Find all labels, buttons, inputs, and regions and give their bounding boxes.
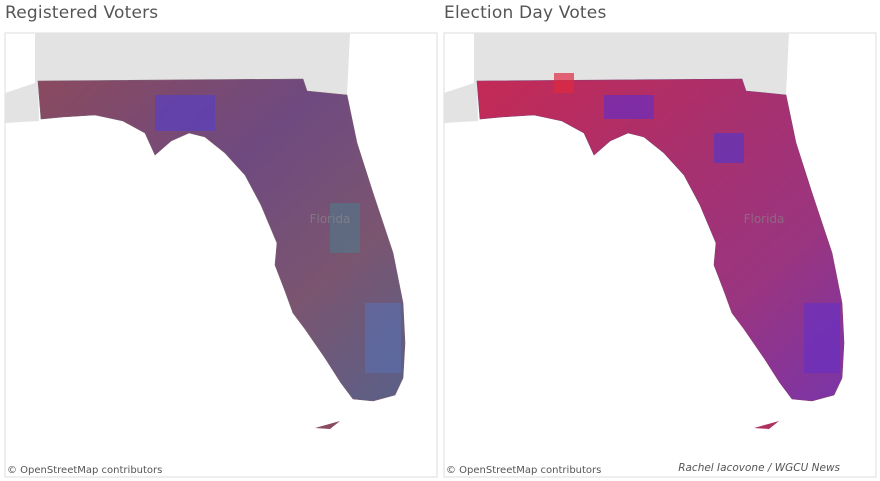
county-shading <box>330 203 360 253</box>
map-panel: Florida © OpenStreetMap contributors Rac… <box>443 32 877 478</box>
attribution: © OpenStreetMap contributors <box>446 465 601 476</box>
map-label: Florida <box>310 212 351 226</box>
attribution: © OpenStreetMap contributors <box>7 465 162 476</box>
credit: Rachel Iacovone / WGCU News <box>678 462 840 474</box>
map-panel: Florida © OpenStreetMap contributors <box>4 32 438 478</box>
county-shading <box>155 95 215 131</box>
county-shading <box>554 73 574 93</box>
panel-title: Registered Voters <box>5 3 159 23</box>
county-shading <box>365 303 401 373</box>
county-shading <box>604 95 654 119</box>
county-shading <box>714 133 744 163</box>
keys <box>315 421 340 429</box>
county-shading <box>804 303 840 373</box>
keys <box>754 421 779 429</box>
panel-title: Election Day Votes <box>444 3 607 23</box>
map-label: Florida <box>744 212 785 226</box>
